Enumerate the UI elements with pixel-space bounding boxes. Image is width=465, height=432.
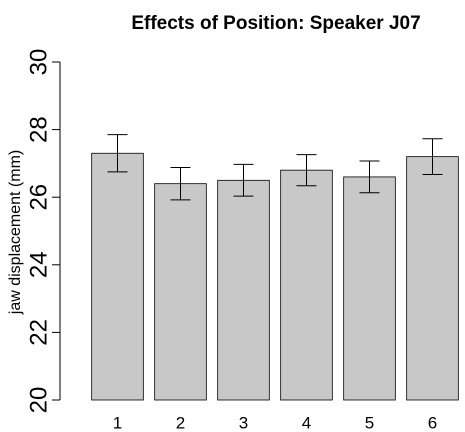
y-tick-label: 22	[25, 319, 52, 346]
x-tick-label: 4	[302, 413, 311, 432]
error-bar	[107, 134, 128, 173]
bar	[406, 156, 459, 401]
bar	[154, 183, 207, 401]
y-tick-label: 28	[25, 116, 52, 143]
bar	[343, 176, 396, 401]
bar	[91, 152, 144, 401]
x-tick-label: 1	[113, 413, 122, 432]
y-tick-label: 30	[25, 49, 52, 76]
y-axis-label: jaw displacement (mm)	[7, 150, 24, 315]
y-tick-label: 26	[25, 184, 52, 211]
bar	[217, 179, 270, 401]
error-bar	[359, 160, 380, 194]
x-tick-label: 2	[176, 413, 185, 432]
error-bar	[233, 163, 254, 197]
x-tick-label: 6	[428, 413, 437, 432]
x-tick-label: 3	[239, 413, 248, 432]
bar	[280, 169, 333, 401]
y-tick-label: 20	[25, 387, 52, 414]
error-bar	[296, 154, 317, 187]
chart-title: Effects of Position: Speaker J07	[131, 13, 420, 34]
y-tick-label: 24	[25, 251, 52, 278]
error-bar	[170, 166, 191, 201]
error-bar	[422, 138, 443, 176]
x-tick-label: 5	[365, 413, 374, 432]
